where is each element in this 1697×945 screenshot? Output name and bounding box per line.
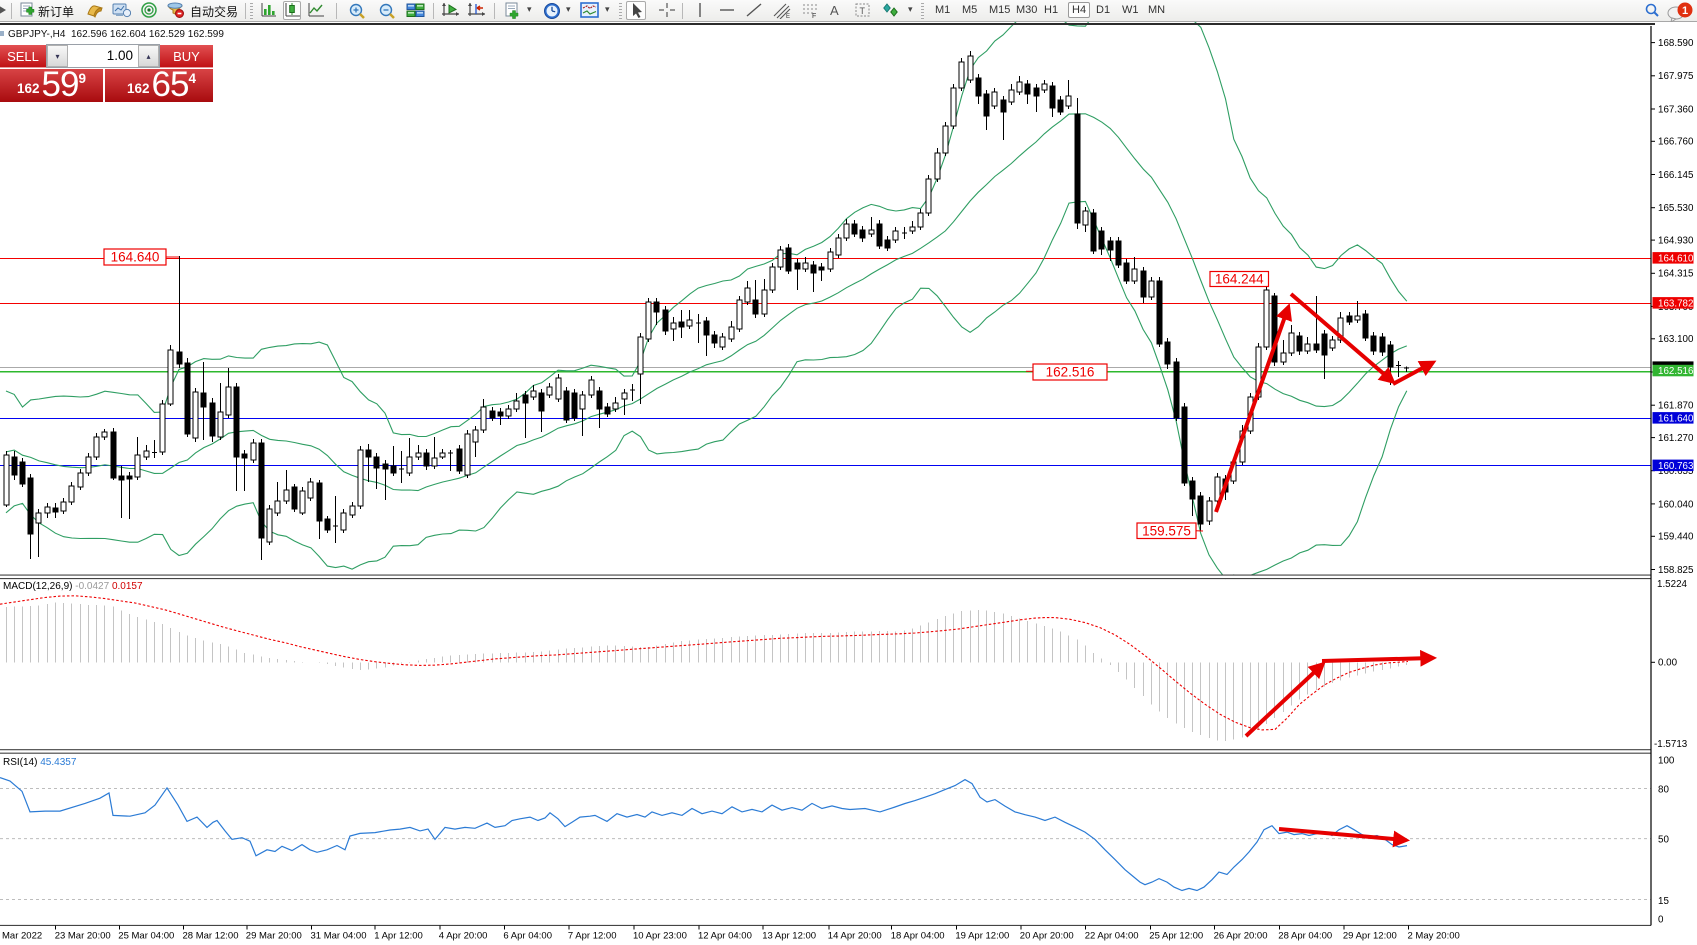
svg-text:164.930: 164.930	[1658, 236, 1694, 247]
svg-text:MACD(12,26,9) -0.0427 0.0157: MACD(12,26,9) -0.0427 0.0157	[3, 581, 143, 592]
svg-text:29 Mar 20:00: 29 Mar 20:00	[246, 931, 302, 942]
svg-text:2 May 20:00: 2 May 20:00	[1408, 931, 1460, 942]
svg-text:4 Apr 20:00: 4 Apr 20:00	[439, 931, 488, 942]
svg-text:GBPJPY-,H4 162.596 162.604 16: GBPJPY-,H4 162.596 162.604 162.529 162.5…	[8, 29, 224, 40]
svg-text:162.516: 162.516	[1658, 366, 1694, 377]
svg-text:164.610: 164.610	[1658, 253, 1694, 264]
svg-text:0: 0	[1658, 915, 1664, 926]
svg-text:26 Apr 20:00: 26 Apr 20:00	[1214, 931, 1268, 942]
svg-text:14 Apr 20:00: 14 Apr 20:00	[828, 931, 882, 942]
svg-text:159.440: 159.440	[1658, 532, 1694, 543]
svg-text:159.575: 159.575	[1142, 523, 1191, 538]
svg-text:1 Apr 12:00: 1 Apr 12:00	[374, 931, 423, 942]
svg-text:1: 1	[1682, 5, 1688, 17]
svg-text:158.825: 158.825	[1658, 565, 1694, 576]
svg-text:18 Apr 04:00: 18 Apr 04:00	[891, 931, 945, 942]
svg-text:50: 50	[1658, 835, 1669, 846]
svg-text:163.782: 163.782	[1658, 298, 1693, 309]
svg-text:160.040: 160.040	[1658, 499, 1694, 510]
svg-text:166.145: 166.145	[1658, 170, 1694, 181]
svg-text:E: E	[786, 14, 790, 19]
svg-text:167.360: 167.360	[1658, 104, 1694, 115]
svg-text:7 Apr 12:00: 7 Apr 12:00	[568, 931, 617, 942]
svg-text:28 Mar 12:00: 28 Mar 12:00	[183, 931, 239, 942]
svg-text:161.270: 161.270	[1658, 433, 1694, 444]
svg-text:-1.5713: -1.5713	[1654, 739, 1688, 750]
svg-text:164.640: 164.640	[111, 250, 160, 265]
svg-text:13 Apr 12:00: 13 Apr 12:00	[762, 931, 816, 942]
svg-text:163.100: 163.100	[1658, 334, 1694, 345]
svg-text:160.655: 160.655	[1658, 466, 1694, 477]
svg-text:6 Apr 04:00: 6 Apr 04:00	[503, 931, 552, 942]
svg-text:100: 100	[1658, 756, 1675, 767]
svg-text:166.760: 166.760	[1658, 137, 1694, 148]
svg-text:22 Apr 04:00: 22 Apr 04:00	[1085, 931, 1139, 942]
svg-text:168.590: 168.590	[1658, 38, 1694, 49]
svg-text:1.5224: 1.5224	[1657, 579, 1688, 590]
svg-text:160.763: 160.763	[1658, 461, 1694, 472]
svg-text:164.244: 164.244	[1215, 272, 1264, 287]
svg-text:164.315: 164.315	[1658, 269, 1694, 280]
svg-text:165.530: 165.530	[1658, 203, 1694, 214]
svg-text:29 Apr 12:00: 29 Apr 12:00	[1343, 931, 1397, 942]
svg-text:162.516: 162.516	[1046, 365, 1095, 380]
svg-text:T: T	[860, 6, 866, 16]
svg-text:20 Apr 20:00: 20 Apr 20:00	[1020, 931, 1074, 942]
svg-text:15: 15	[1658, 896, 1669, 907]
svg-text:31 Mar 04:00: 31 Mar 04:00	[311, 931, 367, 942]
svg-text:167.975: 167.975	[1658, 71, 1694, 82]
svg-text:F: F	[812, 13, 816, 19]
svg-text:0.00: 0.00	[1658, 658, 1678, 669]
svg-text:25 Mar 04:00: 25 Mar 04:00	[118, 931, 174, 942]
svg-text:28 Apr 04:00: 28 Apr 04:00	[1278, 931, 1332, 942]
svg-text:RSI(14) 45.4357: RSI(14) 45.4357	[3, 757, 77, 768]
svg-text:Mar 2022: Mar 2022	[2, 931, 42, 942]
svg-text:161.640: 161.640	[1658, 414, 1694, 425]
svg-text:19 Apr 12:00: 19 Apr 12:00	[955, 931, 1009, 942]
svg-text:161.870: 161.870	[1658, 401, 1694, 412]
svg-text:12 Apr 04:00: 12 Apr 04:00	[698, 931, 752, 942]
svg-text:80: 80	[1658, 784, 1669, 795]
svg-text:25 Apr 12:00: 25 Apr 12:00	[1149, 931, 1203, 942]
svg-text:23 Mar 20:00: 23 Mar 20:00	[55, 931, 111, 942]
svg-text:10 Apr 23:00: 10 Apr 23:00	[633, 931, 687, 942]
